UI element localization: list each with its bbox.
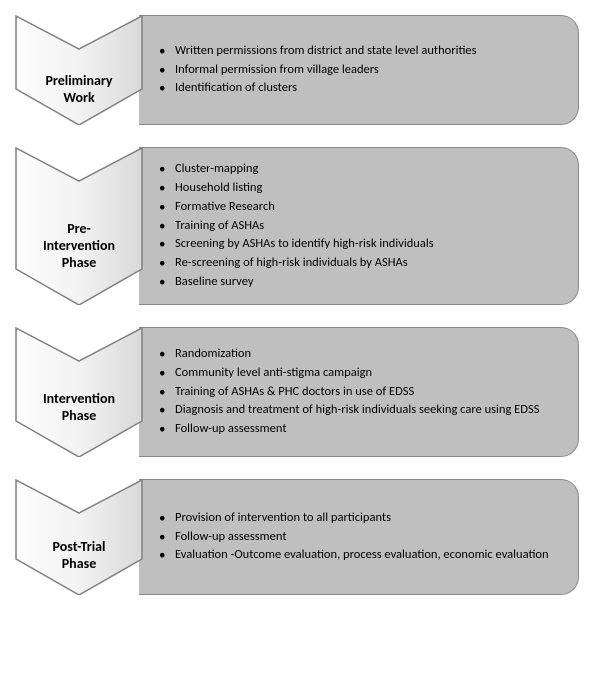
item-list: Written permissions from district and st… (157, 42, 477, 98)
list-item: Cluster-mapping (171, 160, 434, 179)
phase-row: InterventionPhase RandomizationCommunity … (15, 327, 579, 457)
item-list: Provision of intervention to all partici… (157, 509, 549, 565)
phase-row: Post-TrialPhase Provision of intervention… (15, 479, 579, 595)
content-panel: RandomizationCommunity level anti-stigma… (139, 327, 579, 457)
content-panel: Provision of intervention to all partici… (139, 479, 579, 595)
phase-title: PreliminaryWork (15, 73, 143, 107)
phase-row: Pre-InterventionPhase Cluster-mappingHous… (15, 147, 579, 305)
phase-title: Post-TrialPhase (15, 539, 143, 573)
chevron-shape: Post-TrialPhase (15, 479, 143, 595)
phase-title: InterventionPhase (15, 391, 143, 425)
phase-row: PreliminaryWork Written permissions from … (15, 15, 579, 125)
list-item: Baseline survey (171, 273, 434, 292)
chevron-shape: InterventionPhase (15, 327, 143, 457)
list-item: Provision of intervention to all partici… (171, 509, 549, 528)
chevron-shape: Pre-InterventionPhase (15, 147, 143, 305)
list-item: Re-screening of high-risk individuals by… (171, 254, 434, 273)
list-item: Randomization (171, 345, 539, 364)
list-item: Community level anti-stigma campaign (171, 364, 539, 383)
content-panel: Written permissions from district and st… (139, 15, 579, 125)
list-item: Training of ASHAs & PHC doctors in use o… (171, 383, 539, 402)
item-list: RandomizationCommunity level anti-stigma… (157, 345, 539, 439)
list-item: Identification of clusters (171, 79, 477, 98)
list-item: Household listing (171, 179, 434, 198)
list-item: Written permissions from district and st… (171, 42, 477, 61)
list-item: Screening by ASHAs to identify high-risk… (171, 235, 434, 254)
list-item: Informal permission from village leaders (171, 61, 477, 80)
list-item: Formative Research (171, 198, 434, 217)
phase-title: Pre-InterventionPhase (15, 221, 143, 271)
list-item: Evaluation -Outcome evaluation, process … (171, 546, 549, 565)
list-item: Follow-up assessment (171, 420, 539, 439)
list-item: Follow-up assessment (171, 528, 549, 547)
list-item: Diagnosis and treatment of high-risk ind… (171, 401, 539, 420)
list-item: Training of ASHAs (171, 217, 434, 236)
content-panel: Cluster-mappingHousehold listingFormativ… (139, 147, 579, 305)
item-list: Cluster-mappingHousehold listingFormativ… (157, 160, 434, 291)
chevron-shape: PreliminaryWork (15, 15, 143, 125)
